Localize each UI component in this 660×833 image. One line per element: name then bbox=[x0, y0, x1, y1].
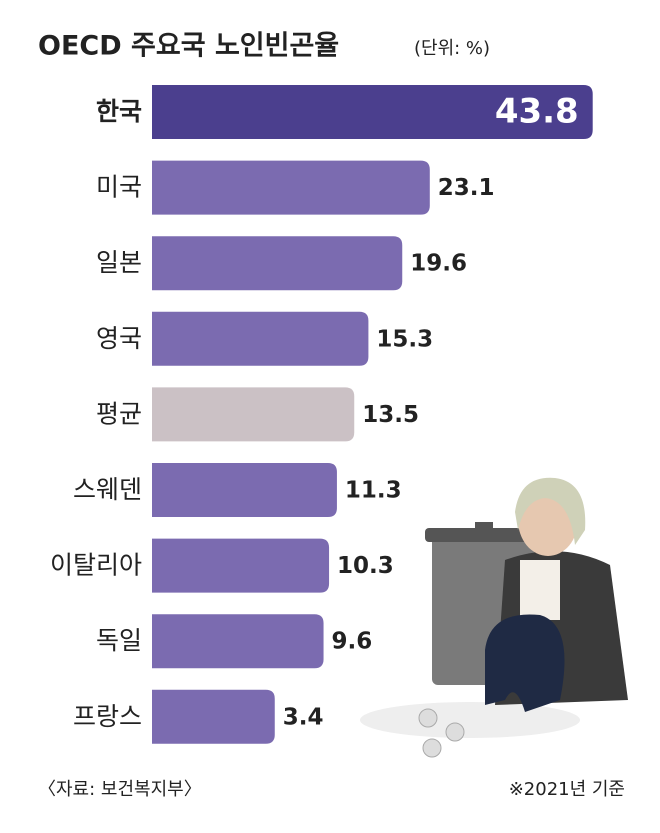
coin bbox=[445, 722, 465, 742]
value-label: 10.3 bbox=[337, 553, 394, 579]
bar bbox=[152, 387, 355, 442]
trash-lid bbox=[425, 528, 549, 542]
value-label: 19.6 bbox=[410, 251, 467, 277]
bar bbox=[152, 463, 337, 517]
value-label: 11.3 bbox=[345, 478, 402, 504]
category-label: 미국 bbox=[96, 173, 142, 202]
bar bbox=[152, 689, 275, 744]
value-label: 43.8 bbox=[495, 92, 579, 132]
category-label: 영국 bbox=[96, 324, 142, 353]
hair bbox=[515, 477, 586, 545]
coin bbox=[418, 708, 438, 728]
note: ※2021년 기준 bbox=[509, 779, 625, 800]
category-label: 스웨덴 bbox=[73, 475, 142, 504]
illustration bbox=[360, 477, 628, 758]
bar bbox=[152, 311, 369, 366]
category-label: 독일 bbox=[96, 626, 142, 655]
value-label: 15.3 bbox=[376, 326, 433, 352]
bar bbox=[152, 538, 330, 593]
shirt bbox=[520, 560, 560, 620]
bar bbox=[152, 85, 593, 139]
value-label: 13.5 bbox=[362, 402, 419, 428]
category-label: 일본 bbox=[96, 248, 142, 277]
bar bbox=[152, 614, 324, 669]
value-label: 3.4 bbox=[283, 704, 324, 730]
coin bbox=[422, 738, 442, 758]
chart-subtitle: (단위: %) bbox=[414, 38, 490, 59]
legs bbox=[485, 614, 565, 712]
bar bbox=[152, 236, 403, 291]
value-label: 23.1 bbox=[438, 175, 495, 201]
category-label: 한국 bbox=[96, 97, 142, 126]
bar bbox=[152, 160, 430, 215]
shadow bbox=[360, 702, 580, 738]
category-label: 평균 bbox=[96, 399, 142, 428]
chart-title: OECD 주요국 노인빈곤율 bbox=[38, 31, 339, 62]
value-label: 9.6 bbox=[332, 629, 373, 655]
source: 〈자료: 보건복지부〉 bbox=[38, 779, 202, 800]
category-label: 프랑스 bbox=[73, 702, 142, 731]
trash-handle bbox=[475, 522, 493, 530]
category-label: 이탈리아 bbox=[50, 551, 142, 580]
